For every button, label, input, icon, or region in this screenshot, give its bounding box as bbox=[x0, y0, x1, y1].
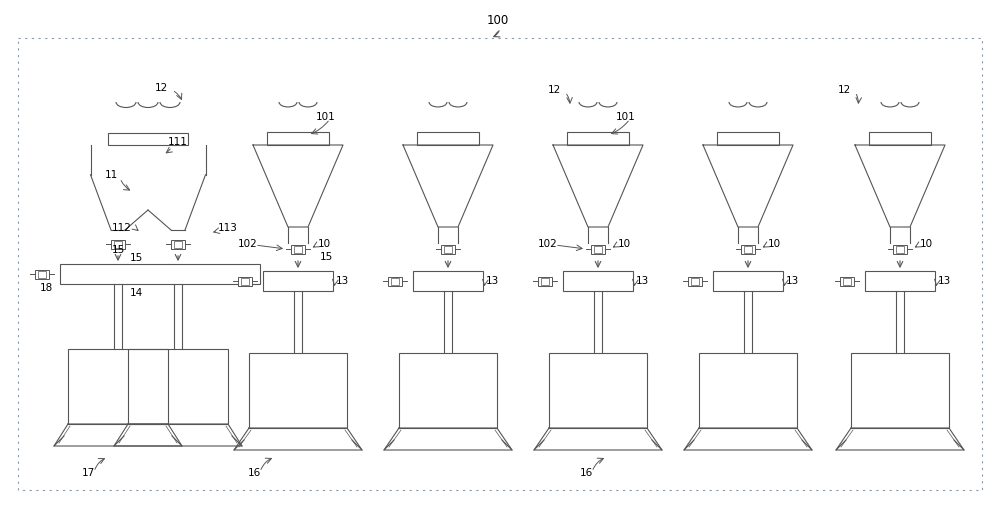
Bar bbox=[688, 276, 702, 285]
Text: 15: 15 bbox=[320, 252, 333, 262]
Bar bbox=[549, 353, 647, 428]
Text: 113: 113 bbox=[218, 223, 238, 233]
Bar bbox=[441, 244, 455, 253]
Text: 14: 14 bbox=[130, 288, 143, 298]
Bar bbox=[843, 277, 851, 284]
Text: 13: 13 bbox=[336, 276, 349, 286]
Bar bbox=[741, 244, 755, 253]
Bar bbox=[68, 349, 168, 424]
Bar bbox=[851, 353, 949, 428]
Text: 13: 13 bbox=[786, 276, 799, 286]
Bar bbox=[60, 264, 260, 284]
Bar bbox=[567, 132, 629, 145]
Text: 101: 101 bbox=[616, 112, 636, 122]
Text: 12: 12 bbox=[838, 85, 851, 95]
Bar bbox=[713, 271, 783, 291]
Text: 15: 15 bbox=[130, 253, 143, 263]
Text: 10: 10 bbox=[618, 239, 631, 249]
Bar bbox=[717, 132, 779, 145]
Bar bbox=[869, 132, 931, 145]
Text: 13: 13 bbox=[486, 276, 499, 286]
Text: 102: 102 bbox=[538, 239, 558, 249]
Text: 111: 111 bbox=[168, 137, 188, 147]
Bar bbox=[865, 271, 935, 291]
Text: 15: 15 bbox=[112, 245, 125, 255]
Text: 16: 16 bbox=[580, 468, 593, 478]
Text: 18: 18 bbox=[40, 283, 53, 293]
Bar bbox=[391, 277, 399, 284]
Bar bbox=[18, 38, 982, 490]
Bar bbox=[840, 276, 854, 285]
Bar bbox=[563, 271, 633, 291]
Text: 12: 12 bbox=[548, 85, 561, 95]
Bar bbox=[249, 353, 347, 428]
Bar bbox=[744, 245, 752, 252]
Text: 100: 100 bbox=[487, 14, 509, 26]
Bar bbox=[111, 239, 125, 248]
Text: 11: 11 bbox=[105, 170, 118, 180]
Bar bbox=[388, 276, 402, 285]
Text: 12: 12 bbox=[155, 83, 168, 93]
Text: 101: 101 bbox=[316, 112, 336, 122]
Text: 10: 10 bbox=[318, 239, 331, 249]
Bar bbox=[417, 132, 479, 145]
Bar bbox=[108, 133, 188, 145]
Bar bbox=[893, 244, 907, 253]
Bar bbox=[538, 276, 552, 285]
Bar bbox=[238, 276, 252, 285]
Bar bbox=[267, 132, 329, 145]
Text: 13: 13 bbox=[636, 276, 649, 286]
Bar bbox=[896, 245, 904, 252]
Text: 17: 17 bbox=[82, 468, 95, 478]
Bar bbox=[128, 349, 228, 424]
Bar bbox=[171, 239, 185, 248]
Text: 13: 13 bbox=[938, 276, 951, 286]
Text: 10: 10 bbox=[920, 239, 933, 249]
Bar bbox=[541, 277, 549, 284]
Bar bbox=[294, 245, 302, 252]
Text: 102: 102 bbox=[238, 239, 258, 249]
Bar bbox=[444, 245, 452, 252]
Bar bbox=[35, 270, 49, 278]
Bar bbox=[399, 353, 497, 428]
Text: 10: 10 bbox=[768, 239, 781, 249]
Bar bbox=[241, 277, 249, 284]
Text: 16: 16 bbox=[248, 468, 261, 478]
Bar bbox=[699, 353, 797, 428]
Bar bbox=[174, 240, 182, 247]
Bar bbox=[114, 240, 122, 247]
Bar bbox=[594, 245, 602, 252]
Text: 112: 112 bbox=[112, 223, 132, 233]
Bar bbox=[691, 277, 699, 284]
Bar bbox=[263, 271, 333, 291]
Bar bbox=[591, 244, 605, 253]
Bar bbox=[38, 270, 46, 277]
Bar bbox=[291, 244, 305, 253]
Bar bbox=[413, 271, 483, 291]
